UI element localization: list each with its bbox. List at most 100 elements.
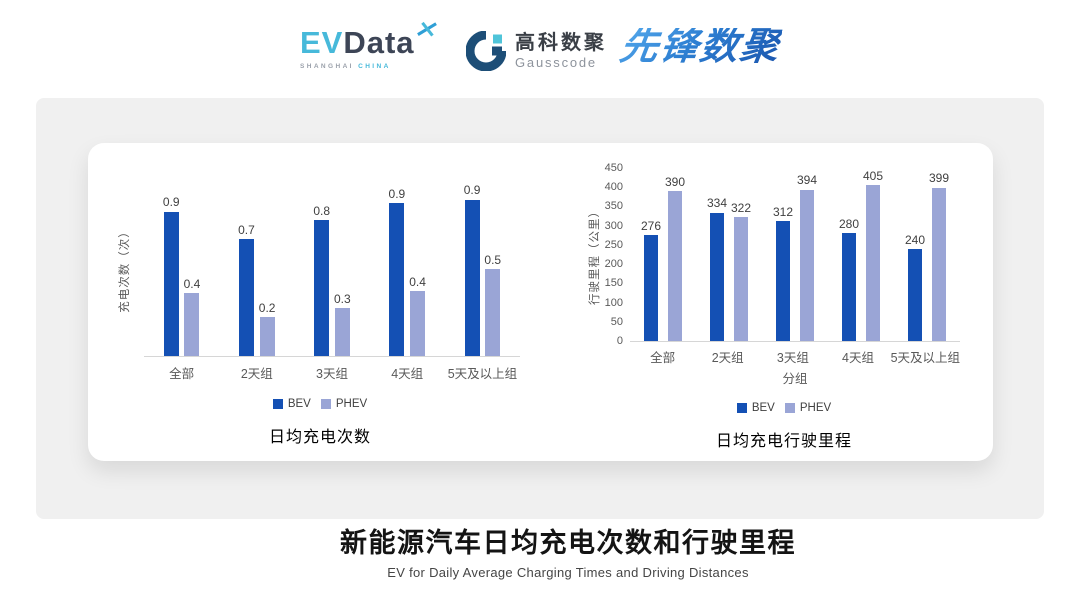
bar-value-label: 240: [904, 232, 925, 247]
legend-label: BEV: [751, 402, 775, 414]
bar-bev-4: [907, 248, 922, 341]
bar-with-label: 0.8: [313, 204, 330, 356]
bar-group: 0.9 0.5: [445, 184, 520, 356]
y-tick-label: 300: [604, 219, 623, 232]
bar-with-label: 0.9: [388, 186, 406, 356]
bar-phev-3: [866, 185, 881, 341]
bar-with-label: 394: [797, 174, 817, 341]
legend-item-phev: PHEV: [320, 398, 367, 410]
gausscode-g-icon: [466, 31, 506, 71]
caption: 新能源汽车日均充电次数和行驶里程 EV for Daily Average Ch…: [56, 527, 1080, 580]
bar-bev-0: [643, 234, 658, 341]
bar-phev-4: [932, 187, 947, 341]
category-labels: 全部 2天组 3天组 4天组 5天及以上组: [144, 363, 520, 382]
bar-bev-2: [314, 220, 330, 356]
category-label: 4天组: [842, 351, 874, 365]
bar-value-label: 405: [863, 169, 884, 184]
legend-swatch-bev: [272, 399, 283, 409]
bar-value-label: 0.9: [388, 186, 406, 201]
bar-with-label: 240: [904, 232, 925, 341]
main-title: 新能源汽车日均充电次数和行驶里程: [340, 528, 796, 558]
bar-bev-2: [775, 221, 790, 341]
plot-area: 行驶里程（公里） 0 50 100 150 200 250 300 350 400 450 276 39…: [589, 162, 960, 347]
y-axis-label: 充电次数（次）: [119, 225, 131, 313]
evdata-shanghai-text: SHANGHAI: [300, 63, 354, 70]
category-labels: 全部 2天组 3天组 4天组 5天及以上组: [630, 347, 960, 366]
bar-bev-4: [464, 199, 480, 356]
evdata-logo: EV Data SHANGHAI CHINA: [300, 21, 438, 70]
bar-phev-2: [800, 189, 815, 341]
bar-group: 334 322: [696, 197, 762, 341]
evdata-china-text: CHINA: [358, 63, 391, 70]
category-label: 3天组: [316, 367, 348, 381]
bar-value-label: 399: [929, 171, 950, 186]
bar-with-label: 0.3: [334, 293, 351, 356]
bar-value-label: 0.5: [484, 253, 502, 268]
y-tick-label: 100: [604, 296, 623, 309]
plot-area: 充电次数（次） 0.9 0.4 0.7 0.2 0.8 0.3 0.9 0.4 0.9 0.5: [119, 182, 520, 357]
bar-group: 280 405: [828, 169, 894, 341]
bar-value-label: 322: [731, 201, 752, 216]
x-axis-label: 分组: [782, 372, 808, 386]
chart-card: 充电次数（次） 0.9 0.4 0.7 0.2 0.8 0.3 0.9 0.4 0.9 0.5 全部 2…: [88, 143, 993, 461]
legend-label: BEV: [287, 398, 311, 410]
bar-groups: 276 390 334 322 312 394 280 405 240 399: [630, 169, 960, 341]
bar-phev-4: [485, 269, 501, 356]
bar-phev-1: [259, 316, 275, 356]
bar-value-label: 0.9: [463, 183, 481, 198]
bar-with-label: 0.4: [183, 276, 201, 356]
bar-value-label: 0.9: [162, 195, 180, 210]
bar-value-label: 0.3: [334, 292, 351, 307]
bar-value-label: 312: [772, 204, 793, 219]
bar-with-label: 0.9: [163, 196, 180, 356]
bar-group: 0.7 0.2: [219, 222, 294, 356]
y-tick-label: 200: [604, 258, 623, 271]
bar-group: 0.8 0.3: [294, 204, 369, 356]
y-tick-label: 50: [610, 315, 623, 328]
category-label: 5天及以上组: [890, 351, 961, 365]
bar-value-label: 0.7: [238, 222, 255, 237]
logo-bar: EV Data SHANGHAI CHINA 高科数聚 Gausscode: [0, 0, 1080, 98]
chart-title: 日均充电次数: [268, 429, 371, 446]
bar-bev-3: [841, 233, 856, 341]
bar-value-label: 0.4: [183, 276, 201, 291]
bar-group: 0.9 0.4: [370, 186, 445, 356]
y-tick-label: 450: [604, 162, 623, 174]
category-label: 全部: [169, 367, 195, 381]
gausscode-name-cn: 高科数聚: [515, 32, 607, 54]
y-tick-label: 350: [604, 200, 623, 213]
bar-phev-3: [410, 291, 426, 356]
category-label: 4天组: [391, 367, 424, 381]
bar-group: 0.9 0.4: [144, 196, 219, 356]
evdata-subtitle: SHANGHAI CHINA: [300, 63, 438, 70]
bar-phev-1: [734, 217, 749, 341]
bar-groups: 0.9 0.4 0.7 0.2 0.8 0.3 0.9 0.4 0.9 0.5: [144, 182, 520, 356]
gausscode-name-en: Gausscode: [515, 55, 597, 70]
bar-with-label: 0.5: [484, 253, 502, 356]
bar-with-label: 405: [863, 169, 884, 341]
bar-bev-1: [238, 238, 254, 356]
chart-daily-driving-distance: 行驶里程（公里） 0 50 100 150 200 250 300 350 400 450 276 39…: [586, 162, 982, 451]
bar-with-label: 0.9: [463, 183, 481, 356]
bar-phev-2: [334, 308, 350, 356]
bar-bev-0: [163, 211, 179, 356]
bar-with-label: 334: [707, 197, 727, 341]
bar-bev-1: [709, 212, 724, 341]
bar-with-label: 390: [665, 175, 685, 341]
bar-bev-3: [389, 203, 405, 356]
subtitle: EV for Daily Average Charging Times and …: [387, 564, 749, 580]
bar-value-label: 276: [640, 218, 661, 233]
xianfeng-logo: 先锋数聚: [617, 26, 783, 68]
evdata-sparkle-icon: [416, 21, 437, 37]
bar-group: 312 394: [762, 174, 828, 341]
bar-with-label: 0.2: [259, 301, 275, 356]
category-label: 2天组: [711, 351, 744, 365]
evdata-data-text: Data: [343, 25, 415, 60]
bar-group: 240 399: [894, 172, 960, 341]
bar-phev-0: [668, 191, 683, 341]
category-label: 2天组: [240, 367, 273, 381]
bar-value-label: 334: [706, 196, 727, 211]
chart-title: 日均充电行驶里程: [715, 433, 852, 450]
bar-with-label: 276: [640, 218, 661, 341]
gausscode-text: 高科数聚 Gausscode: [515, 33, 607, 69]
